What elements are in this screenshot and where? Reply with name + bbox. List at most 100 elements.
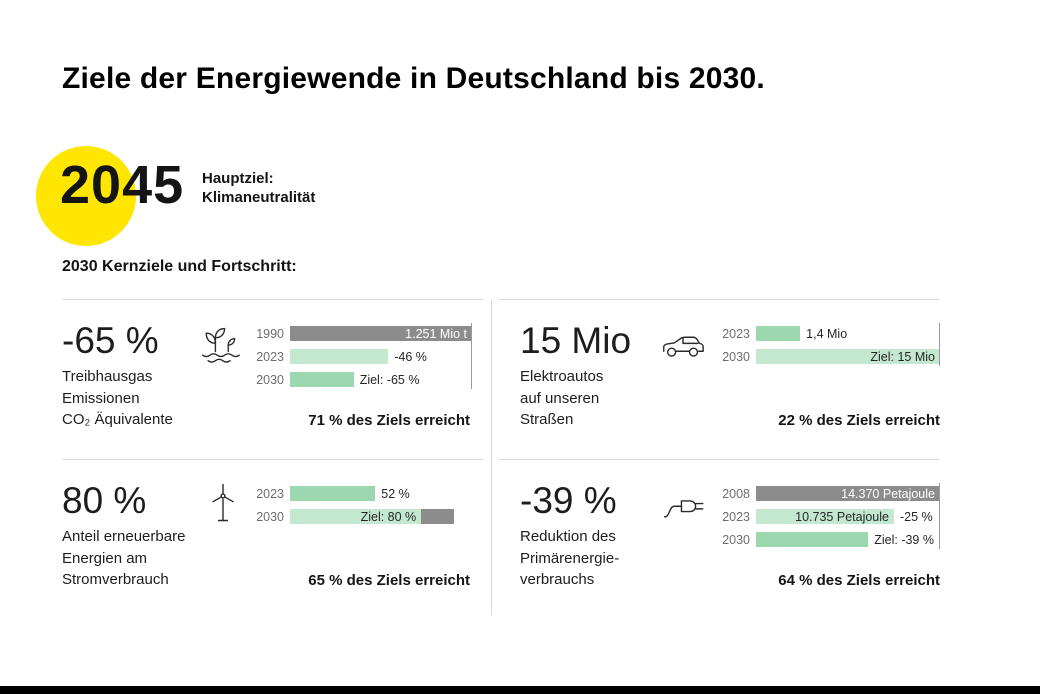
main-goal-label-line1: Hauptziel: (202, 170, 274, 187)
year-label: 2008 (722, 486, 750, 501)
stat-description-line: Elektroautos (520, 368, 604, 385)
stat-description-line: Primärenergie- (520, 549, 620, 567)
footer-bar (0, 686, 1040, 694)
bar-2008: 14.370 Petajoule (756, 486, 940, 501)
stat-description: Reduktion des Primärenergie- verbrauchs (520, 526, 619, 591)
stat-description-line: Emissionen (62, 389, 140, 407)
bar-track: 14.370 Petajoule (756, 486, 940, 501)
bar-label: Ziel: 15 Mio (870, 349, 935, 364)
chart-row: 2023 1,4 Mio (716, 326, 940, 341)
stat-description: Treibhausgas Emissionen CO₂ Äquivalente (62, 366, 173, 431)
year-label: 2023 (722, 509, 750, 524)
goal-card-primary-energy: -39 % Reduktion des Primärenergie- verbr… (520, 460, 940, 618)
year-label: 2030 (722, 532, 750, 547)
stat-value: -65 % (62, 320, 159, 361)
goal-card-evs: 15 Mio Elektroautos auf unseren Straßen … (520, 300, 940, 458)
bar-label: Ziel: -39 % (874, 532, 934, 547)
bar-track: 10.735 Petajoule -25 % (756, 509, 940, 524)
bar-chart-primary-energy: 2008 14.370 Petajoule 2023 10.735 Petajo… (716, 483, 940, 555)
stat-description-line: auf unseren (520, 389, 600, 407)
wind-turbine-icon (202, 482, 244, 524)
bar-label: -25 % (900, 509, 933, 524)
main-goal-label: Hauptziel: Klimaneutralität (202, 169, 315, 207)
divider (62, 459, 483, 460)
bar-label: Ziel: 80 % (360, 509, 417, 524)
axis-line (939, 483, 940, 549)
goal-card-emissions: -65 % Treibhausgas Emissionen CO₂ Äquiva… (62, 300, 472, 458)
bar-track: -46 % (290, 349, 472, 364)
progress-text: 71 % des Ziels erreicht (308, 412, 470, 429)
year-label: 2023 (722, 326, 750, 341)
bar-2030: Ziel: 80 % (290, 509, 422, 524)
plug-icon (662, 490, 708, 526)
bar-label: 10.735 Petajoule (795, 509, 889, 524)
year-label: 2023 (256, 486, 284, 501)
bar-2030 (756, 532, 869, 547)
year-label: 2030 (256, 372, 284, 387)
goal-card-renewables: 80 % Anteil erneuerbare Energien am Stro… (62, 460, 472, 618)
stat-value: 15 Mio (520, 320, 632, 361)
year-label: 2023 (256, 349, 284, 364)
car-icon (660, 332, 706, 360)
axis-line (939, 323, 940, 366)
chart-row: 2030 Ziel: 15 Mio (716, 349, 940, 364)
year-label: 2030 (722, 349, 750, 364)
divider (499, 299, 940, 300)
bar-1990: 1.251 Mio t (290, 326, 472, 341)
stat-value: -39 % (520, 480, 617, 521)
chart-row: 2023 10.735 Petajoule -25 % (716, 509, 940, 524)
main-goal-year: 2045 (60, 155, 185, 215)
bar-label: 52 % (381, 486, 410, 501)
main-goal-label-line2: Klimaneutralität (202, 189, 316, 206)
bar-label: 1,4 Mio (806, 326, 848, 341)
bar-chart-evs: 2023 1,4 Mio 2030 Ziel: 15 Mio (716, 323, 940, 372)
stat-description-line: CO₂ Äquivalente (62, 411, 173, 428)
stat-description-line: Reduktion des (520, 528, 616, 545)
bar-remainder (421, 509, 454, 524)
bar-2030: Ziel: 15 Mio (756, 349, 940, 364)
bar-label: 1.251 Mio t (405, 326, 467, 341)
stat-description-line: Stromverbrauch (62, 571, 169, 588)
stat-description-line: Treibhausgas (62, 368, 153, 385)
page-title: Ziele der Energiewende in Deutschland bi… (62, 62, 765, 95)
bar-2023: 10.735 Petajoule (756, 509, 894, 524)
bar-label: Ziel: -65 % (359, 372, 420, 387)
chart-row: 2023 -46 % (250, 349, 472, 364)
chart-row: 2008 14.370 Petajoule (716, 486, 940, 501)
chart-row: 2023 52 % (250, 486, 454, 501)
bar-track: Ziel: 15 Mio (756, 349, 940, 364)
plant-icon (198, 324, 242, 368)
bar-chart-emissions: 1990 1.251 Mio t 2023 -46 % 2030 Zi (250, 323, 472, 395)
bar-2030 (290, 372, 354, 387)
chart-row: 2030 Ziel: 80 % (250, 509, 454, 524)
bar-track: Ziel: -65 % (290, 372, 472, 387)
bar-2023 (290, 486, 376, 501)
year-label: 1990 (256, 326, 284, 341)
bar-track: 1.251 Mio t (290, 326, 472, 341)
stat-description-line: Anteil erneuerbare (62, 528, 186, 545)
chart-row: 1990 1.251 Mio t (250, 326, 472, 341)
divider-vertical (491, 299, 492, 615)
bar-track: Ziel: -39 % (756, 532, 940, 547)
stat-value: 80 % (62, 480, 147, 521)
chart-row: 2030 Ziel: -39 % (716, 532, 940, 547)
stat-description: Anteil erneuerbare Energien am Stromverb… (62, 526, 185, 591)
progress-text: 64 % des Ziels erreicht (778, 572, 940, 589)
bar-track: 52 % (290, 486, 454, 501)
stat-description: Elektroautos auf unseren Straßen (520, 366, 603, 431)
chart-row: 2030 Ziel: -65 % (250, 372, 472, 387)
axis-line (471, 323, 472, 389)
bar-chart-renewables: 2023 52 % 2030 Ziel: 80 % (250, 486, 454, 532)
divider (499, 459, 940, 460)
bar-track: 1,4 Mio (756, 326, 940, 341)
bar-track: Ziel: 80 % (290, 509, 454, 524)
divider (62, 299, 483, 300)
bar-2023 (756, 326, 801, 341)
progress-text: 22 % des Ziels erreicht (778, 412, 940, 429)
bar-2023 (290, 349, 389, 364)
bar-label: -46 % (394, 349, 427, 364)
stat-description-line: verbrauchs (520, 571, 595, 588)
year-label: 2030 (256, 509, 284, 524)
section-heading: 2030 Kernziele und Fortschritt: (62, 258, 297, 275)
